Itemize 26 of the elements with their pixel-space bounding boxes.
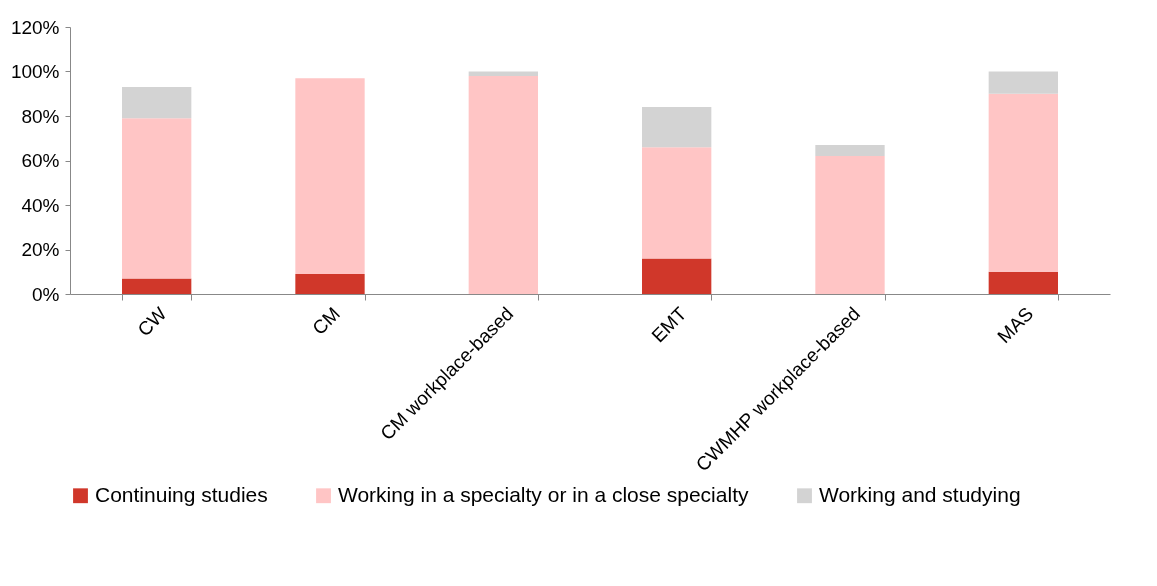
bar [642, 147, 712, 259]
legend-label: Working and studying [819, 482, 1021, 506]
bar [988, 271, 1058, 294]
y-tick-label: 0% [32, 283, 60, 305]
bar [122, 118, 192, 279]
bar [468, 75, 538, 294]
y-tick-label: 80% [21, 105, 60, 127]
y-tick-label: 20% [21, 239, 60, 260]
x-tick-label: CW [133, 303, 171, 341]
bar [295, 78, 365, 274]
legend-label: Continuing studies [95, 482, 268, 506]
x-tick-label: CM [308, 303, 344, 339]
bar [988, 93, 1058, 272]
y-tick-label: 120% [10, 16, 60, 38]
bar [122, 278, 192, 294]
y-tick-label: 60% [21, 150, 60, 171]
bar [642, 107, 712, 148]
y-tick-label: 40% [21, 194, 60, 216]
bar [122, 87, 192, 119]
bar [642, 258, 712, 294]
bar [815, 156, 885, 294]
bar [295, 273, 365, 294]
bar [988, 71, 1058, 94]
legend-label: Working in a specialty or in a close specialty [338, 482, 749, 506]
y-tick-label: 100% [10, 61, 60, 82]
bar [815, 144, 885, 157]
